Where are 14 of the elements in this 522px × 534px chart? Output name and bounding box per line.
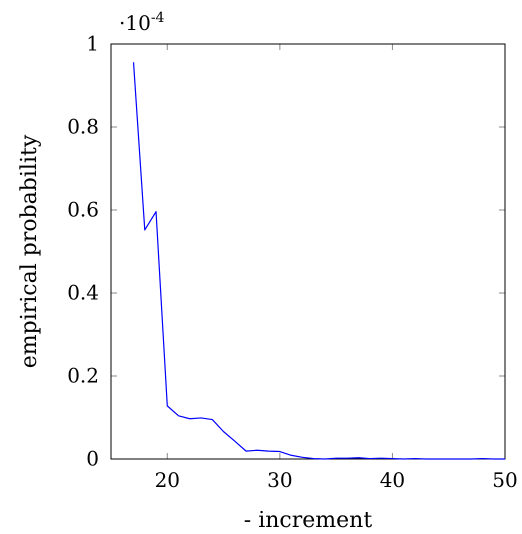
x-tick-label: 40 [380,468,406,492]
text: ·10$^{-4}$ [119,10,165,35]
x-axis-title: - increment [244,508,372,533]
y-tick-label: 1 [86,31,99,56]
y-tick-label: 0.6 [67,197,99,222]
line-series [132,62,506,460]
y-tick-label: 0 [86,446,99,470]
x-tick-label: 30 [267,468,293,492]
x-tick-label: 50 [492,468,518,492]
y-tick-label: 0.8 [67,114,99,138]
y-axis-title: empirical probability [17,134,42,368]
y-tick-label: 0.4 [67,280,99,304]
x-tick-label: 20 [154,468,180,492]
y-tick-label: 0.2 [67,363,99,388]
